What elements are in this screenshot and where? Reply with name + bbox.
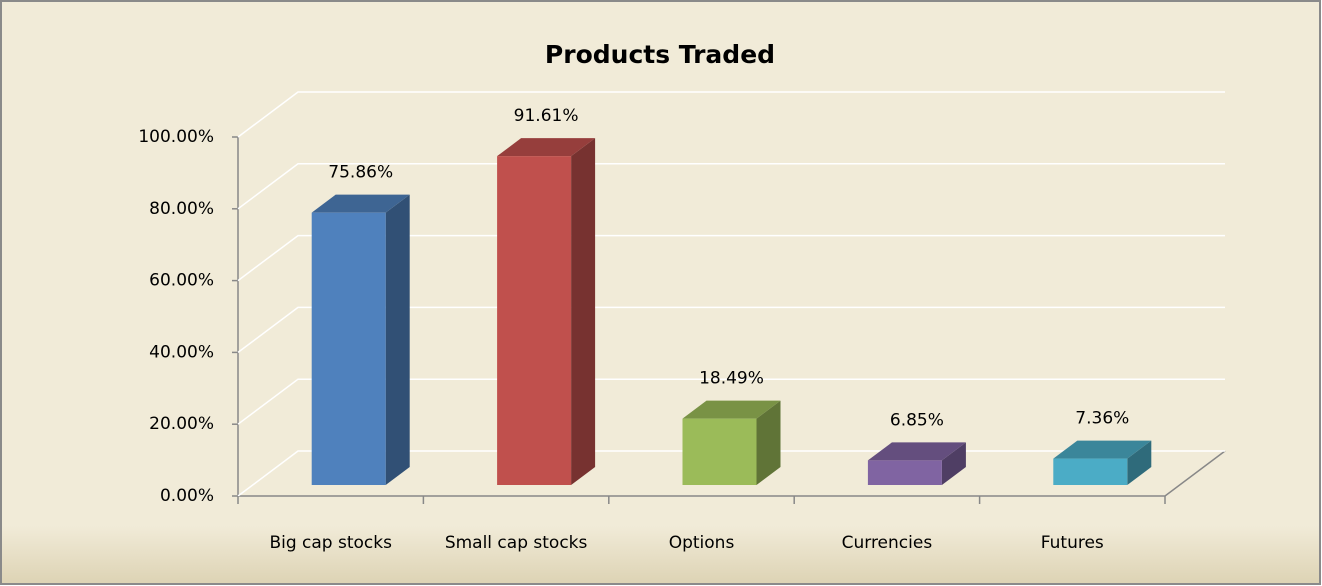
data-label: 91.61% [514, 106, 579, 126]
chart-title: Products Traded [545, 40, 775, 69]
bar-top [311, 194, 410, 213]
data-label: 6.85% [890, 410, 944, 430]
bar-top [682, 400, 781, 419]
x-tick-label: Currencies [842, 533, 933, 553]
data-label: 7.36% [1075, 409, 1129, 429]
y-tick-label: 60.00% [149, 271, 214, 291]
data-label: 75.86% [328, 163, 393, 183]
bar [682, 418, 757, 485]
x-tick-label: Big cap stocks [269, 533, 392, 553]
y-tick-label: 100.00% [138, 127, 214, 147]
bar [497, 156, 572, 485]
bar-side [571, 138, 596, 485]
data-label: 18.49% [699, 369, 764, 389]
y-tick-label: 0.00% [160, 486, 214, 506]
bar-side [385, 194, 410, 485]
x-tick-label: Options [669, 533, 735, 553]
y-tick-label: 80.00% [149, 199, 214, 219]
bar-top [1053, 440, 1152, 459]
bar [311, 212, 386, 485]
bar-side [756, 400, 781, 485]
bar [867, 460, 942, 485]
bar-side [941, 442, 966, 485]
x-tick-label: Futures [1041, 533, 1104, 553]
grid-line [237, 91, 1225, 138]
bar-side [1127, 440, 1152, 485]
x-tick-label: Small cap stocks [445, 533, 588, 553]
grid-line [237, 163, 1225, 210]
grid-line [237, 378, 1225, 425]
bar [1053, 458, 1128, 485]
y-tick-label: 20.00% [149, 414, 214, 434]
grid-line [237, 306, 1225, 353]
grid-line [237, 234, 1225, 282]
bar-top [497, 138, 596, 157]
y-tick-label: 40.00% [149, 342, 214, 362]
bar-top [867, 442, 966, 461]
